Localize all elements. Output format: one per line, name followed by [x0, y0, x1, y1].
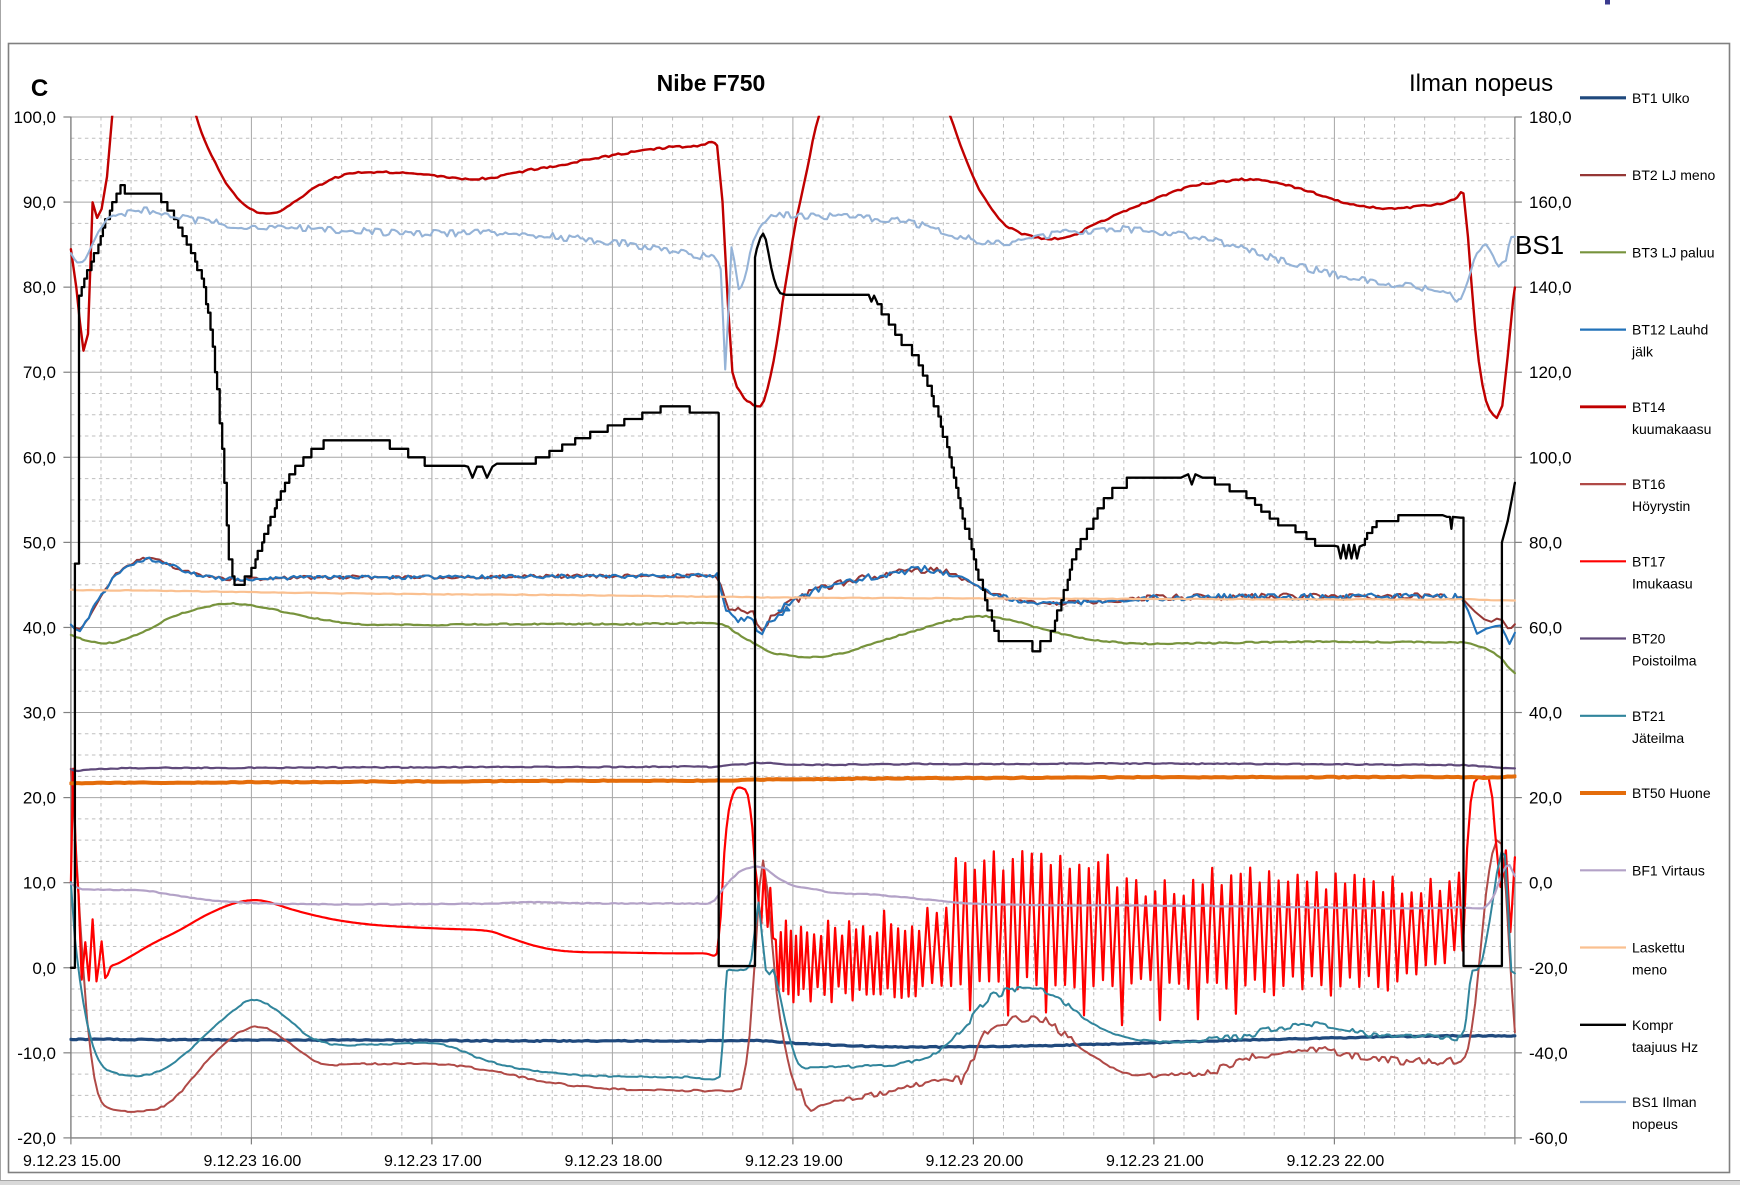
- svg-text:BF1 Virtaus: BF1 Virtaus: [1632, 862, 1705, 878]
- svg-text:BT2 LJ meno: BT2 LJ meno: [1632, 167, 1715, 183]
- svg-text:9.12.23 20.00: 9.12.23 20.00: [925, 1153, 1023, 1170]
- svg-text:Ilman nopeus: Ilman nopeus: [1409, 70, 1553, 97]
- svg-text:taajuus Hz: taajuus Hz: [1632, 1039, 1698, 1055]
- svg-text:Laskettu: Laskettu: [1632, 940, 1685, 956]
- svg-text:180,0: 180,0: [1529, 108, 1572, 127]
- svg-text:30,0: 30,0: [23, 704, 56, 723]
- svg-text:meno: meno: [1632, 962, 1667, 978]
- svg-text:Höyrystin: Höyrystin: [1632, 498, 1690, 514]
- svg-text:40,0: 40,0: [1529, 704, 1562, 723]
- svg-text:-20,0: -20,0: [17, 1129, 56, 1148]
- svg-text:9.12.23 21.00: 9.12.23 21.00: [1106, 1153, 1204, 1170]
- svg-text:80,0: 80,0: [1529, 533, 1562, 552]
- svg-text:Kompr: Kompr: [1632, 1017, 1674, 1033]
- svg-text:10,0: 10,0: [23, 874, 56, 893]
- svg-text:kuumakaasu: kuumakaasu: [1632, 421, 1711, 437]
- svg-text:Nibe F750: Nibe F750: [657, 70, 766, 96]
- svg-text:9.12.23 19.00: 9.12.23 19.00: [745, 1153, 843, 1170]
- svg-text:60,0: 60,0: [23, 448, 56, 467]
- svg-text:80,0: 80,0: [23, 278, 56, 297]
- svg-text:Poistoilma: Poistoilma: [1632, 653, 1697, 669]
- svg-text:-60,0: -60,0: [1529, 1129, 1568, 1148]
- svg-text:-10,0: -10,0: [17, 1044, 56, 1063]
- svg-text:-40,0: -40,0: [1529, 1044, 1568, 1063]
- svg-text:BS1 Ilman: BS1 Ilman: [1632, 1094, 1697, 1110]
- svg-text:BT16: BT16: [1632, 476, 1666, 492]
- svg-text:Jäteilma: Jäteilma: [1632, 730, 1684, 746]
- svg-text:50,0: 50,0: [23, 533, 56, 552]
- svg-text:BT17: BT17: [1632, 553, 1666, 569]
- svg-text:40,0: 40,0: [23, 619, 56, 638]
- svg-text:120,0: 120,0: [1529, 363, 1572, 382]
- svg-text:9.12.23 16.00: 9.12.23 16.00: [203, 1153, 301, 1170]
- svg-text:70,0: 70,0: [23, 363, 56, 382]
- svg-text:20,0: 20,0: [1529, 789, 1562, 808]
- svg-text:140,0: 140,0: [1529, 278, 1572, 297]
- svg-text:BT1 Ulko: BT1 Ulko: [1632, 90, 1690, 106]
- svg-text:BT14: BT14: [1632, 399, 1666, 415]
- svg-text:100,0: 100,0: [1529, 448, 1572, 467]
- svg-text:-20,0: -20,0: [1529, 959, 1568, 978]
- svg-text:nopeus: nopeus: [1632, 1116, 1678, 1132]
- svg-text:0,0: 0,0: [1529, 874, 1553, 893]
- svg-text:9.12.23 22.00: 9.12.23 22.00: [1286, 1153, 1384, 1170]
- svg-text:0,0: 0,0: [32, 959, 56, 978]
- svg-text:90,0: 90,0: [23, 193, 56, 212]
- svg-text:BT12 Lauhd: BT12 Lauhd: [1632, 322, 1708, 338]
- svg-text:C: C: [31, 75, 48, 102]
- svg-text:jälk: jälk: [1631, 344, 1654, 360]
- svg-text:9.12.23 15.00: 9.12.23 15.00: [23, 1153, 121, 1170]
- svg-text:BT21: BT21: [1632, 708, 1666, 724]
- svg-text:160,0: 160,0: [1529, 193, 1572, 212]
- svg-text:9.12.23 17.00: 9.12.23 17.00: [384, 1153, 482, 1170]
- svg-text:100,0: 100,0: [13, 108, 56, 127]
- svg-text:Imukaasu: Imukaasu: [1632, 575, 1693, 591]
- svg-text:BT20: BT20: [1632, 631, 1666, 647]
- svg-text:BT50 Huone: BT50 Huone: [1632, 785, 1711, 801]
- svg-text:BS1: BS1: [1515, 230, 1564, 260]
- svg-text:BT3 LJ paluu: BT3 LJ paluu: [1632, 244, 1715, 260]
- svg-text:60,0: 60,0: [1529, 619, 1562, 638]
- svg-text:20,0: 20,0: [23, 789, 56, 808]
- svg-text:9.12.23 18.00: 9.12.23 18.00: [564, 1153, 662, 1170]
